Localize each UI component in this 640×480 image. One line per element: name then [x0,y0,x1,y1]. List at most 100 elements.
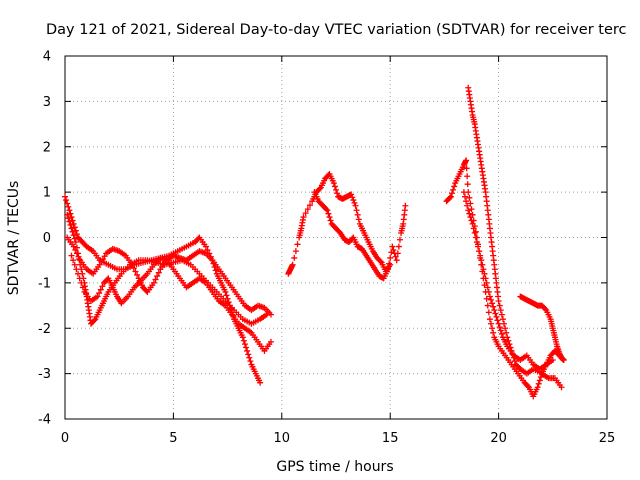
data-point [70,232,77,239]
data-point [72,227,79,234]
data-point [466,210,473,217]
data-point [495,298,502,305]
series-arc6 [311,189,409,282]
data-point [323,206,330,213]
data-point [558,384,565,391]
data-point [67,210,74,217]
data-point [486,293,493,300]
data-point [488,320,495,327]
data-point [152,276,159,283]
x-tick-label: 5 [169,431,177,446]
data-point [473,239,480,246]
series-arc8 [465,84,565,391]
data-point [464,202,471,209]
data-point [245,351,252,358]
data-point [535,380,542,387]
series-arc9 [460,189,556,373]
data-point [463,165,470,172]
data-point [480,266,487,273]
data-point [64,200,71,207]
data-point [498,330,505,337]
data-point [241,341,248,348]
y-tick-label: -1 [38,276,51,291]
data-point [143,287,150,294]
data-point [353,207,360,214]
data-point [387,261,394,268]
data-point [70,257,77,264]
data-point [495,320,502,327]
data-point [75,270,82,277]
data-point [68,225,75,232]
data-point [352,202,359,209]
x-tick-label: 20 [490,431,507,446]
data-point [350,197,357,204]
series-arc3 [64,234,274,318]
data-point [132,268,139,275]
data-point [94,293,101,300]
data-point [72,239,79,246]
data-point [222,288,229,295]
data-point [464,181,471,188]
y-tick-label: 4 [43,50,51,65]
data-point [494,317,501,324]
data-point [327,217,334,224]
data-point [326,214,333,221]
data-point [476,248,483,255]
data-point [72,246,79,253]
data-point [501,320,508,327]
grid [65,56,607,419]
data-point [503,329,510,336]
data-point [150,279,157,286]
data-point [448,190,455,197]
data-point [302,210,309,217]
data-point [202,243,209,250]
data-point [489,325,496,332]
data-point [472,228,479,235]
data-point [485,309,492,316]
data-point [62,193,68,200]
data-point [542,305,549,312]
data-point [385,266,392,273]
data-point [349,194,356,201]
data-point [477,252,484,259]
data-point [99,283,106,290]
data-point [461,193,468,200]
data-point [472,234,479,241]
data-point [505,337,512,344]
data-point [394,250,401,257]
data-point [484,302,491,309]
data-point [330,180,337,187]
data-point [70,220,77,227]
data-point [75,253,82,260]
data-point [73,231,80,238]
data-point [334,190,341,197]
data-point [71,235,78,242]
data-point [257,379,264,386]
data-point [395,243,402,250]
data-point [499,316,506,323]
data-point [73,250,80,257]
data-point [63,197,70,204]
series-arc10 [517,293,567,364]
data-point [247,358,254,365]
data-point [333,186,339,193]
data-point [496,324,503,331]
data-point [355,216,362,223]
y-tick-label: 3 [43,95,51,110]
data-point [389,243,396,250]
data-point [96,290,103,297]
data-point [386,260,393,267]
data-point [468,217,475,224]
data-point [78,279,85,286]
x-tick-label: 25 [599,431,616,446]
data-point [267,338,274,345]
data-point [195,235,202,242]
data-points [62,84,567,400]
y-tick-label: 0 [43,231,51,246]
data-point [451,183,458,190]
data-point [488,296,495,303]
y-tick-label: 2 [43,140,51,155]
data-point [484,284,491,291]
data-point [70,243,77,250]
